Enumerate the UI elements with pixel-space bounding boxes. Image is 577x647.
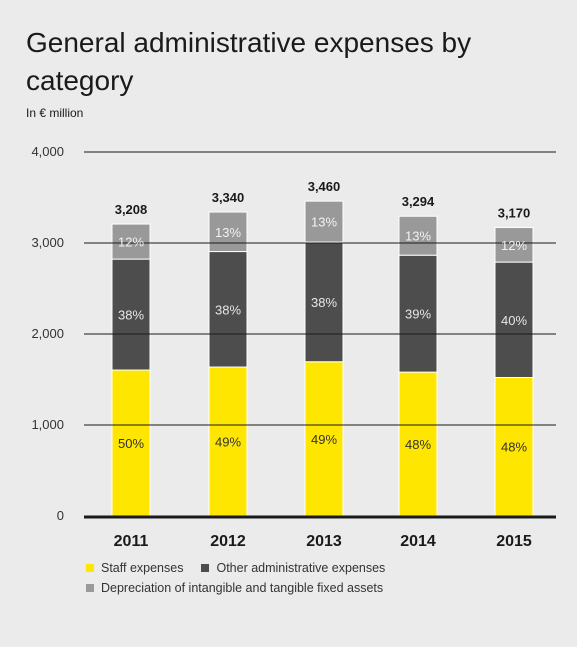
legend-swatch-other: [201, 564, 210, 572]
bar-total-label: 3,460: [308, 179, 341, 194]
legend-item-depreciation: Depreciation of intangible and tangible …: [86, 581, 383, 595]
segment-percent-label: 13%: [405, 229, 431, 244]
bar-segment: [304, 241, 344, 363]
bar-total-label: 3,208: [115, 202, 148, 217]
bar-segment: [494, 376, 534, 517]
x-category-label: 2015: [496, 533, 532, 550]
segment-percent-label: 38%: [311, 295, 337, 310]
segment-percent-label: 12%: [118, 235, 144, 250]
bar-segment: [398, 254, 438, 373]
bar-segment: [111, 223, 151, 260]
x-category-label: 2014: [400, 533, 436, 550]
bar-segment: [111, 258, 151, 371]
legend-label-depreciation: Depreciation of intangible and tangible …: [101, 581, 384, 595]
bar-segment: [494, 227, 534, 263]
segment-percent-label: 48%: [405, 437, 431, 452]
segment-percent-label: 13%: [215, 225, 241, 240]
y-tick-label: 3,000: [31, 235, 64, 250]
segment-percent-label: 38%: [215, 302, 241, 317]
legend: Staff expenses Other administrative expe…: [86, 558, 403, 598]
segment-percent-label: 50%: [118, 436, 144, 451]
x-category-label: 2013: [306, 533, 342, 550]
legend-label-other: Other administrative expenses: [216, 561, 386, 575]
bar-total-label: 3,340: [212, 190, 245, 205]
unit-label: In € million: [26, 106, 84, 120]
x-category-label: 2011: [114, 533, 149, 550]
legend-label-staff: Staff expenses: [101, 561, 184, 575]
bar-segment: [494, 261, 534, 378]
legend-item-staff: Staff expenses: [86, 561, 183, 575]
legend-swatch-staff: [86, 564, 94, 572]
bar-total-label: 3,170: [498, 206, 531, 221]
bar-segment: [111, 369, 151, 517]
segment-percent-label: 49%: [215, 435, 241, 450]
y-tick-label: 0: [57, 508, 64, 523]
segment-percent-label: 13%: [311, 215, 337, 230]
chart-title: General administrative expenses by categ…: [26, 27, 472, 96]
y-tick-label: 2,000: [31, 326, 64, 341]
segment-percent-label: 49%: [311, 432, 337, 447]
segment-percent-label: 39%: [405, 307, 431, 322]
bar-segment: [304, 200, 344, 243]
x-category-label: 2012: [210, 533, 246, 550]
segment-percent-label: 12%: [501, 238, 527, 253]
legend-item-other: Other administrative expenses: [201, 561, 385, 575]
bar-total-label: 3,294: [402, 194, 435, 209]
bar-segment: [208, 211, 248, 253]
y-tick-label: 4,000: [31, 144, 64, 159]
segment-percent-label: 40%: [501, 313, 527, 328]
segment-percent-label: 48%: [501, 440, 527, 455]
bar-segment: [398, 215, 438, 256]
segment-percent-label: 38%: [118, 308, 144, 323]
y-tick-label: 1,000: [31, 417, 64, 432]
legend-swatch-depreciation: [86, 584, 94, 592]
